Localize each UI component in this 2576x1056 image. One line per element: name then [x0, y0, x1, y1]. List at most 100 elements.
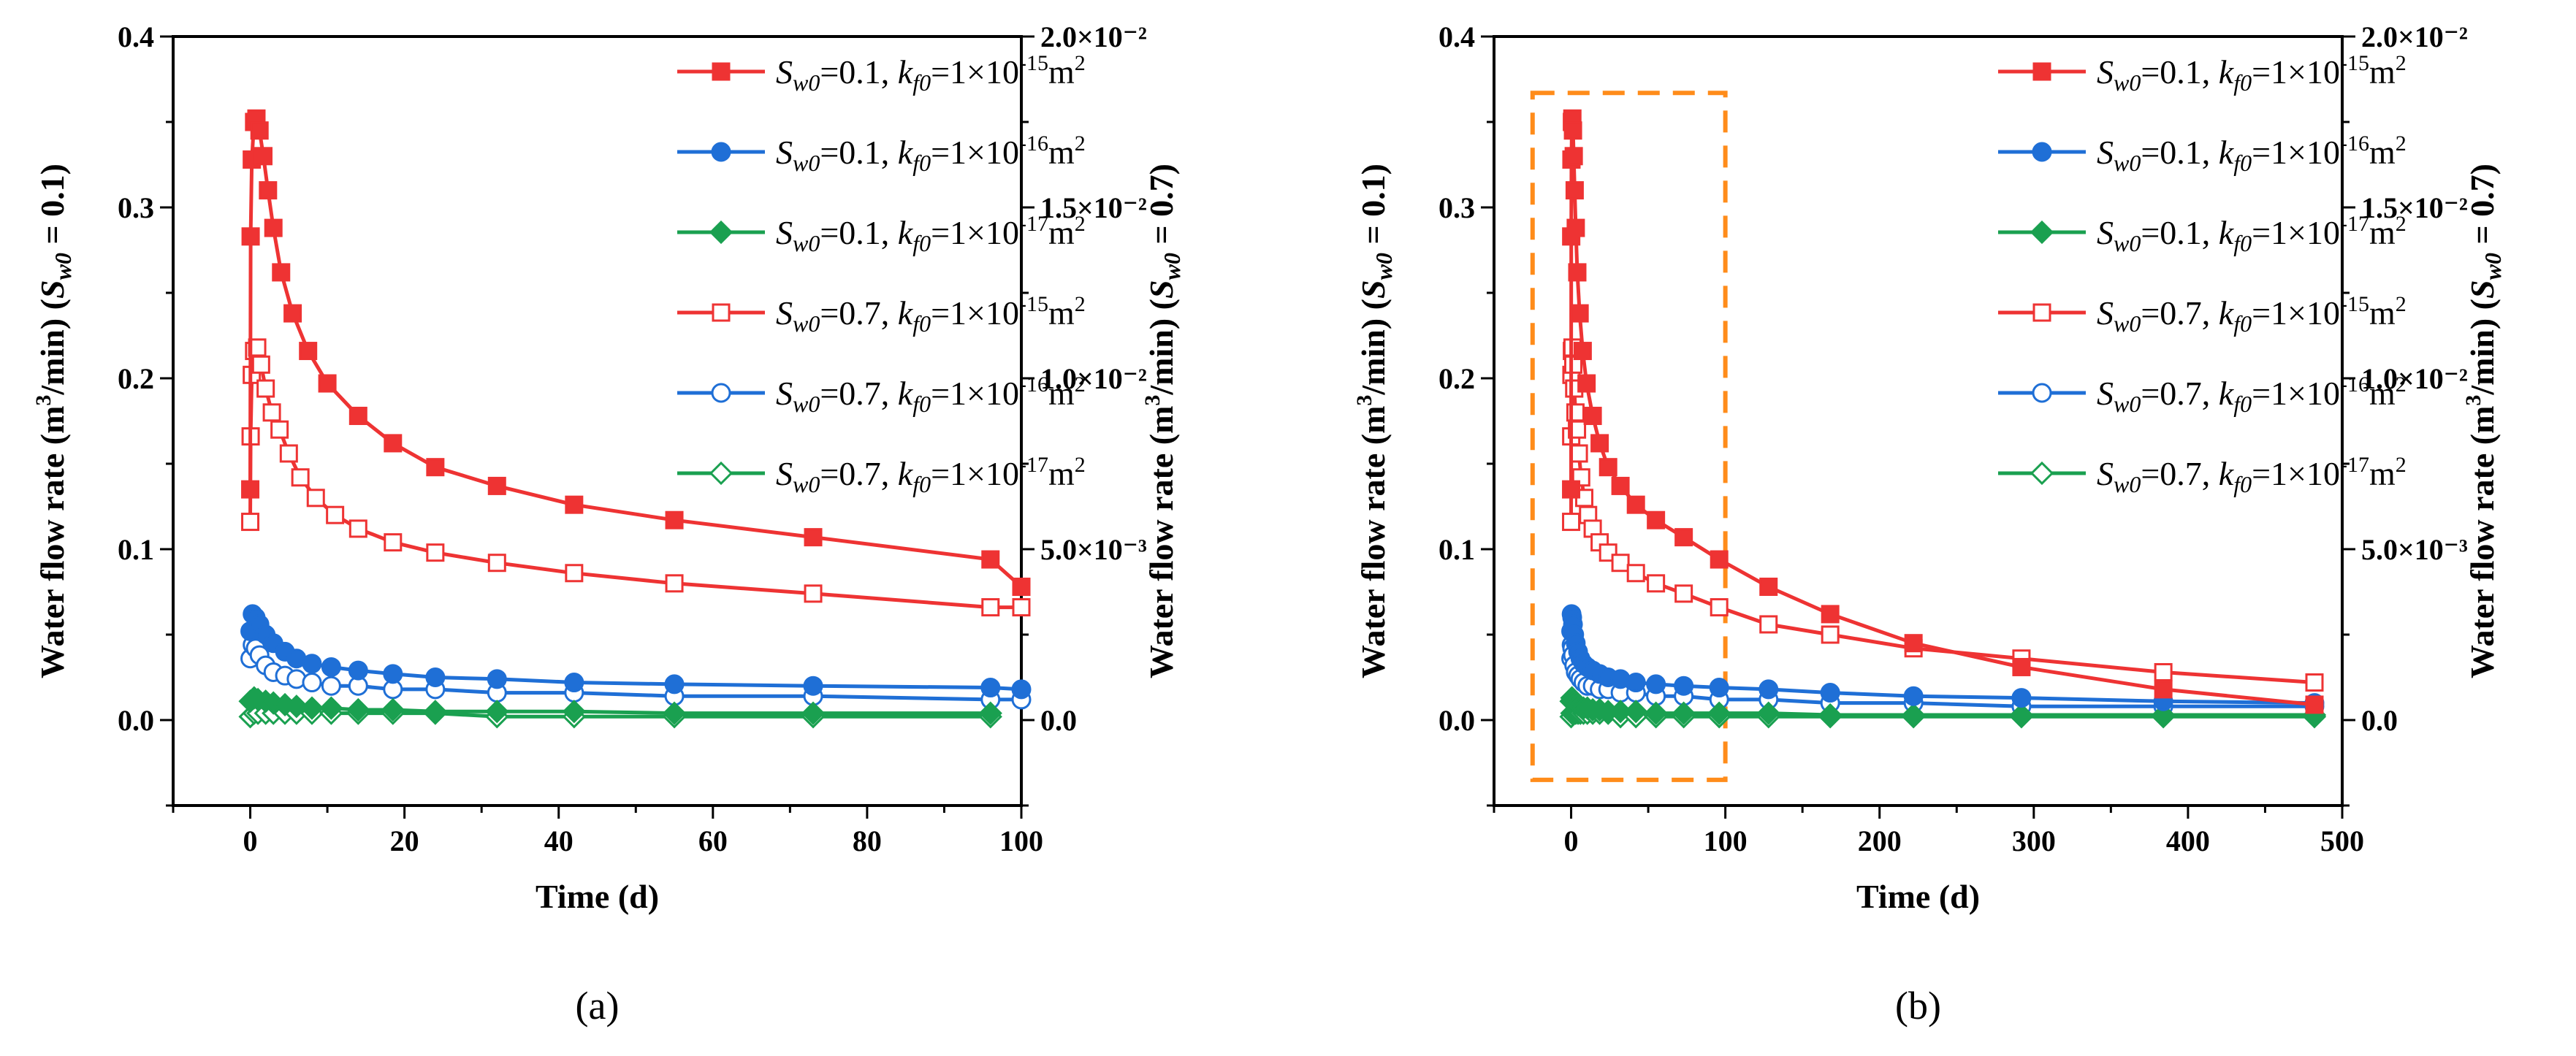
- legend-marker: [709, 461, 733, 486]
- legend-label: Sw0=0.1, kf0=1×10-15m2: [2097, 51, 2407, 96]
- data-point: [1674, 584, 1693, 603]
- data-point: [1647, 510, 1666, 529]
- data-point: [487, 669, 507, 689]
- data-point: [426, 543, 445, 562]
- x-tick-label: 40: [544, 824, 573, 857]
- series-sw0-01-km15: [241, 109, 1031, 596]
- data-point: [425, 667, 446, 687]
- data-point: [662, 701, 687, 725]
- x-tick-label: 0: [1564, 824, 1579, 857]
- x-tick-label: 200: [1858, 824, 1902, 857]
- data-point: [241, 480, 260, 499]
- legend-item: Sw0=0.1, kf0=1×10-16m2: [677, 131, 1086, 176]
- data-point: [1626, 673, 1646, 693]
- data-point: [250, 121, 269, 140]
- legend-item: Sw0=0.7, kf0=1×10-16m2: [1998, 372, 2407, 417]
- legend-marker: [709, 220, 733, 245]
- data-point: [1012, 598, 1031, 617]
- data-point: [1608, 700, 1633, 724]
- data-point: [565, 495, 584, 514]
- legend-item: Sw0=0.7, kf0=1×10-15m2: [677, 292, 1086, 337]
- data-point: [665, 574, 684, 593]
- data-point: [384, 533, 403, 552]
- data-point: [1624, 700, 1648, 724]
- legend-label: Sw0=0.7, kf0=1×10-17m2: [2097, 453, 2407, 497]
- data-point: [981, 598, 1000, 617]
- data-point: [1577, 374, 1596, 393]
- chart-panel-b: 0 100 200 300 400 500 0.0 0.1 0.2 0.3 0.4 0.0 5.0×10…: [1352, 20, 2506, 1028]
- data-point: [562, 700, 586, 724]
- legend-item: Sw0=0.1, kf0=1×10-15m2: [1998, 51, 2407, 96]
- data-point: [804, 528, 823, 547]
- panel-label: (b): [1895, 984, 1941, 1028]
- data-point: [306, 489, 325, 508]
- data-point: [1759, 577, 1778, 596]
- data-point: [1611, 476, 1630, 495]
- legend-item: Sw0=0.1, kf0=1×10-17m2: [1998, 212, 2407, 256]
- highlight-box: [1530, 91, 1728, 782]
- data-point: [1902, 703, 1926, 727]
- y-left-tick-label: 0.4: [1438, 20, 1475, 53]
- legend-marker: [712, 62, 731, 81]
- legend-label: Sw0=0.7, kf0=1×10-16m2: [776, 372, 1086, 417]
- y-right-tick-label: 2.0×10⁻²: [2361, 20, 2468, 53]
- data-point: [1709, 678, 1729, 698]
- x-tick-label: 20: [390, 824, 419, 857]
- legend-item: Sw0=0.1, kf0=1×10-16m2: [1998, 131, 2407, 176]
- data-point: [423, 700, 447, 724]
- legend-label: Sw0=0.1, kf0=1×10-17m2: [776, 212, 1086, 256]
- left-axis-title: Water flow rate (m3/min) (Sw0 = 0.1): [1352, 164, 1397, 678]
- y-right-tick-label: 5.0×10⁻³: [1040, 533, 1147, 566]
- y-left-tick-label: 0.1: [118, 533, 154, 566]
- right-axis-title: Water flow rate (m3/min) (Sw0 = 0.7): [2461, 164, 2506, 678]
- data-point: [1568, 420, 1587, 439]
- plot-frame: [172, 35, 1023, 807]
- legend-item: Sw0=0.1, kf0=1×10-15m2: [677, 51, 1086, 96]
- y-left-tick-label: 0.0: [1438, 704, 1475, 737]
- legend-label: Sw0=0.7, kf0=1×10-15m2: [776, 292, 1086, 337]
- data-point: [1820, 683, 1840, 703]
- data-point: [2154, 680, 2173, 699]
- data-point: [2154, 662, 2173, 681]
- right-axis-title: Water flow rate (m3/min) (Sw0 = 0.7): [1140, 164, 1185, 678]
- legend: Sw0=0.1, kf0=1×10-15m2 Sw0=0.1, kf0=1×10-…: [677, 51, 1086, 497]
- data-point: [1674, 676, 1694, 696]
- series-line: [248, 116, 1023, 589]
- data-point: [565, 564, 584, 583]
- legend-item: Sw0=0.7, kf0=1×10-17m2: [1998, 453, 2407, 497]
- data-point: [1710, 550, 1729, 569]
- data-point: [251, 355, 270, 374]
- legend-marker: [2030, 220, 2054, 245]
- data-point: [1611, 554, 1630, 573]
- legend-marker: [712, 303, 731, 322]
- series-sw0-01-km17: [1559, 686, 2327, 727]
- data-point: [2009, 703, 2034, 727]
- x-axis-title: Time (d): [536, 878, 659, 915]
- data-point: [1598, 458, 1617, 477]
- data-point: [262, 403, 281, 422]
- data-point: [978, 701, 1002, 725]
- data-point: [426, 458, 445, 477]
- plot-frame: [1493, 35, 2344, 807]
- legend-label: Sw0=0.7, kf0=1×10-15m2: [2097, 292, 2407, 337]
- legend-item: Sw0=0.7, kf0=1×10-17m2: [677, 453, 1086, 497]
- data-point: [302, 673, 322, 693]
- left-axis-title: Water flow rate (m3/min) (Sw0 = 0.1): [31, 164, 76, 678]
- legend-label: Sw0=0.1, kf0=1×10-15m2: [776, 51, 1086, 96]
- data-point: [1759, 615, 1778, 634]
- data-point: [1562, 513, 1581, 532]
- y-right-tick-label: 0.0: [1040, 704, 1077, 737]
- data-point: [2305, 695, 2324, 714]
- y-left-tick-label: 0.2: [1438, 362, 1475, 395]
- legend-marker: [711, 383, 731, 403]
- data-point: [284, 695, 308, 719]
- data-point: [1821, 625, 1840, 644]
- legend-item: Sw0=0.7, kf0=1×10-16m2: [677, 372, 1086, 417]
- data-point: [485, 700, 509, 724]
- data-point: [981, 550, 1000, 569]
- legend-label: Sw0=0.1, kf0=1×10-17m2: [2097, 212, 2407, 256]
- data-point: [1590, 434, 1609, 453]
- data-point: [1626, 564, 1645, 583]
- data-point: [1647, 574, 1666, 593]
